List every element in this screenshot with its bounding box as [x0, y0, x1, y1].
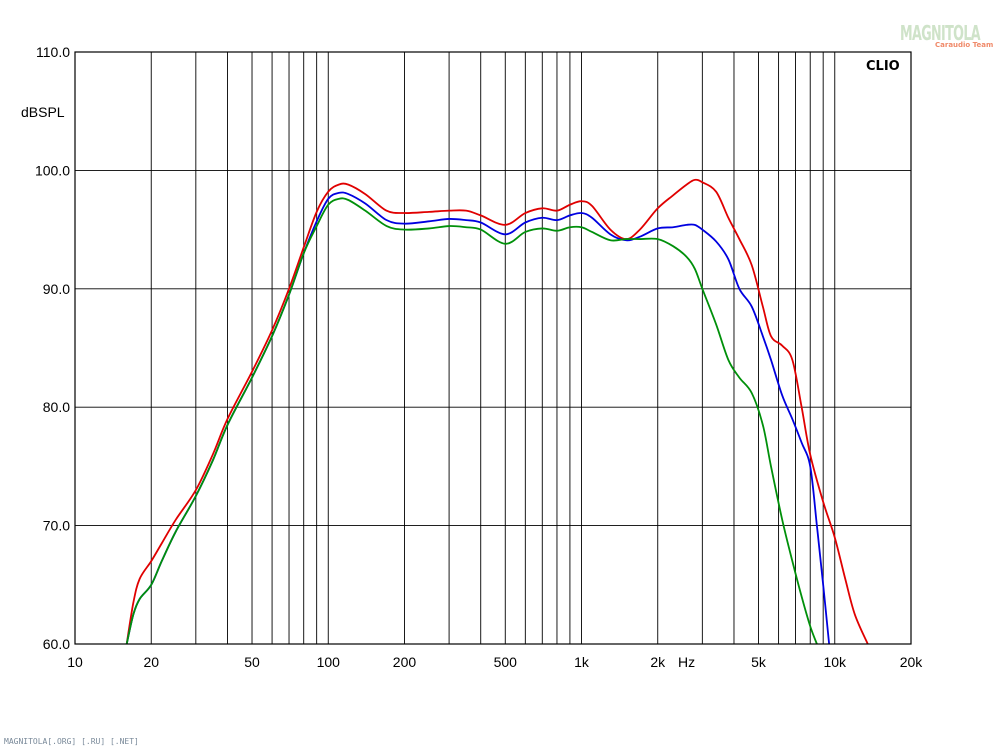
x-tick-label: 5k — [751, 654, 767, 670]
series-line-2 — [125, 191, 831, 644]
series-layer — [125, 178, 869, 644]
series-line-3 — [125, 197, 818, 644]
series-line-1 — [125, 178, 869, 644]
x-axis-label: Hz — [678, 654, 695, 670]
y-axis-label: dBSPL — [21, 104, 65, 120]
logo-sub-text: Caraudio Team — [935, 41, 993, 49]
x-tick-labels: 10 20 50 100 200 500 1k 2k 5k 10k 20k — [67, 654, 923, 670]
footer-watermark: MAGNITOLA[.ORG] [.RU] [.NET] — [4, 737, 139, 746]
y-tick-labels: 60.0 70.0 80.0 90.0 100.0 110.0 — [35, 44, 70, 652]
y-tick-label: 80.0 — [43, 399, 70, 415]
y-tick-label: 110.0 — [36, 44, 70, 60]
x-tick-label: 50 — [244, 654, 260, 670]
y-tick-label: 90.0 — [43, 281, 70, 297]
horizontal-gridlines — [75, 169, 911, 527]
x-tick-label: 500 — [494, 654, 518, 670]
vertical-gridlines — [150, 52, 836, 644]
y-tick-label: 70.0 — [43, 518, 70, 534]
clio-brand-label: CLIO — [866, 59, 900, 74]
x-tick-label: 20k — [900, 654, 924, 670]
x-tick-label: 2k — [650, 654, 666, 670]
x-tick-label: 1k — [574, 654, 590, 670]
x-tick-label: 20 — [143, 654, 159, 670]
y-tick-label: 60.0 — [43, 636, 70, 652]
logo-main-text: MAGNITOLA — [900, 21, 981, 45]
x-tick-label: 200 — [393, 654, 417, 670]
plot-frame — [74, 51, 912, 645]
x-tick-label: 100 — [317, 654, 341, 670]
x-tick-label: 10 — [67, 654, 83, 670]
y-tick-label: 100.0 — [35, 162, 70, 178]
magnitola-logo: MAGNITOLA Caraudio Team — [900, 21, 993, 49]
x-tick-label: 10k — [823, 654, 847, 670]
